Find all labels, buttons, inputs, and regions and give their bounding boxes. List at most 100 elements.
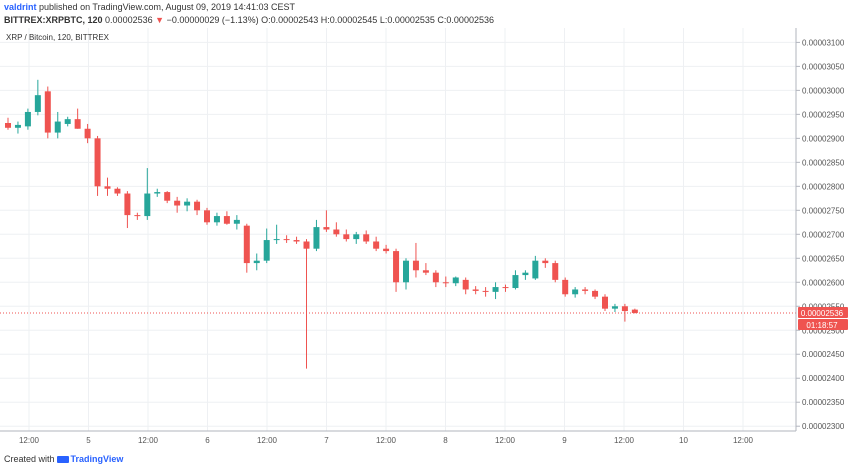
author-link[interactable]: valdrint: [4, 2, 37, 12]
high-value: 0.00002545: [329, 15, 378, 25]
candle[interactable]: [303, 239, 310, 369]
y-tick-label: 0.00002600: [802, 278, 845, 287]
candle[interactable]: [204, 207, 210, 225]
candle[interactable]: [333, 222, 340, 237]
candle[interactable]: [542, 258, 549, 268]
candle[interactable]: [64, 116, 71, 127]
candle[interactable]: [532, 255, 539, 280]
candle[interactable]: [572, 287, 579, 298]
candle[interactable]: [383, 244, 390, 254]
candle[interactable]: [283, 235, 290, 243]
candle[interactable]: [174, 196, 181, 213]
x-tick-label: 5: [86, 436, 91, 445]
candle[interactable]: [582, 287, 589, 295]
candle[interactable]: [24, 108, 31, 130]
candle[interactable]: [243, 223, 250, 273]
candle[interactable]: [124, 191, 131, 229]
x-tick-label: 12:00: [495, 436, 516, 445]
y-axis[interactable]: 0.00003100 0.00003050 0.00003000 0.00002950…: [796, 38, 845, 431]
y-tick-label: 0.00002800: [802, 182, 845, 191]
candle[interactable]: [452, 276, 459, 287]
y-tick-label: 0.00002950: [802, 110, 845, 119]
ohlc-summary: BITTREX:XRPBTC, 120 0.00002536 ▼ −0.0000…: [4, 15, 494, 25]
y-tick-label: 0.00002850: [802, 158, 845, 167]
candle-body: [313, 227, 320, 249]
candle[interactable]: [592, 289, 599, 300]
candle[interactable]: [611, 303, 618, 313]
candle-body: [243, 225, 250, 264]
x-tick-label: 10: [679, 436, 688, 445]
candle[interactable]: [154, 188, 161, 197]
candle[interactable]: [164, 191, 171, 204]
candle[interactable]: [14, 121, 21, 134]
x-tick-label: 7: [324, 436, 329, 445]
candle[interactable]: [393, 248, 400, 292]
last-price: 0.00002536: [105, 15, 153, 25]
candle-body: [14, 124, 21, 128]
candle[interactable]: [213, 212, 220, 226]
candle[interactable]: [602, 294, 608, 312]
candle[interactable]: [462, 277, 469, 295]
candle[interactable]: [522, 270, 529, 280]
candle[interactable]: [353, 231, 360, 244]
candle[interactable]: [472, 286, 479, 295]
candle[interactable]: [194, 199, 201, 216]
candle[interactable]: [403, 258, 409, 290]
candle[interactable]: [363, 230, 370, 244]
change-arrow: ▼: [155, 15, 165, 25]
candle[interactable]: [422, 263, 429, 276]
candle[interactable]: [84, 123, 91, 144]
candle[interactable]: [34, 79, 41, 116]
candle-body: [154, 192, 161, 194]
candle[interactable]: [273, 224, 280, 244]
candle[interactable]: [54, 111, 61, 139]
candle[interactable]: [562, 277, 569, 297]
created-with-text: Created with: [4, 454, 55, 464]
candlestick-chart[interactable]: 0.00003100 0.00003050 0.00003000 0.00002950…: [0, 28, 850, 448]
change-value: −0.00000029 (−1.13%): [166, 15, 259, 25]
candle[interactable]: [114, 187, 121, 196]
candle-body: [293, 240, 300, 242]
candle[interactable]: [144, 168, 151, 220]
candle[interactable]: [343, 229, 350, 242]
candle[interactable]: [233, 215, 240, 230]
candle-body: [323, 227, 330, 230]
candle-body: [74, 119, 81, 129]
candle[interactable]: [74, 108, 81, 129]
tradingview-brand[interactable]: TradingView: [70, 454, 124, 464]
candle-body: [253, 260, 260, 264]
candle[interactable]: [442, 276, 449, 288]
candle[interactable]: [104, 177, 111, 196]
candle-body: [24, 111, 31, 127]
plot-area[interactable]: [0, 28, 796, 448]
candle[interactable]: [5, 117, 11, 130]
candle[interactable]: [502, 284, 509, 292]
candle[interactable]: [412, 242, 419, 278]
candle[interactable]: [432, 270, 439, 288]
candle[interactable]: [184, 198, 191, 212]
candle[interactable]: [293, 236, 300, 244]
candle[interactable]: [134, 212, 141, 220]
candle-body: [184, 201, 191, 206]
candle[interactable]: [44, 86, 51, 139]
candle[interactable]: [263, 228, 270, 264]
y-tick-label: 0.00002650: [802, 254, 845, 263]
candle[interactable]: [552, 260, 559, 283]
candle[interactable]: [631, 308, 638, 314]
candle-body: [303, 241, 310, 249]
candle-body: [233, 219, 240, 224]
candle[interactable]: [223, 211, 230, 225]
candle[interactable]: [253, 253, 260, 271]
candle[interactable]: [373, 236, 380, 252]
candle[interactable]: [512, 270, 519, 290]
candle[interactable]: [492, 282, 499, 300]
candle[interactable]: [313, 219, 320, 252]
candle-body: [164, 192, 171, 201]
y-tick-label: 0.00003100: [802, 38, 845, 47]
x-axis[interactable]: 12:00 5 12:00 6 12:00 7 12:00 8 12:00 9 12:00 10 12:…: [19, 436, 754, 445]
candle-body: [462, 279, 469, 290]
candle[interactable]: [323, 210, 330, 232]
candle-body: [572, 289, 579, 295]
candle[interactable]: [94, 135, 101, 196]
candle[interactable]: [482, 287, 489, 297]
